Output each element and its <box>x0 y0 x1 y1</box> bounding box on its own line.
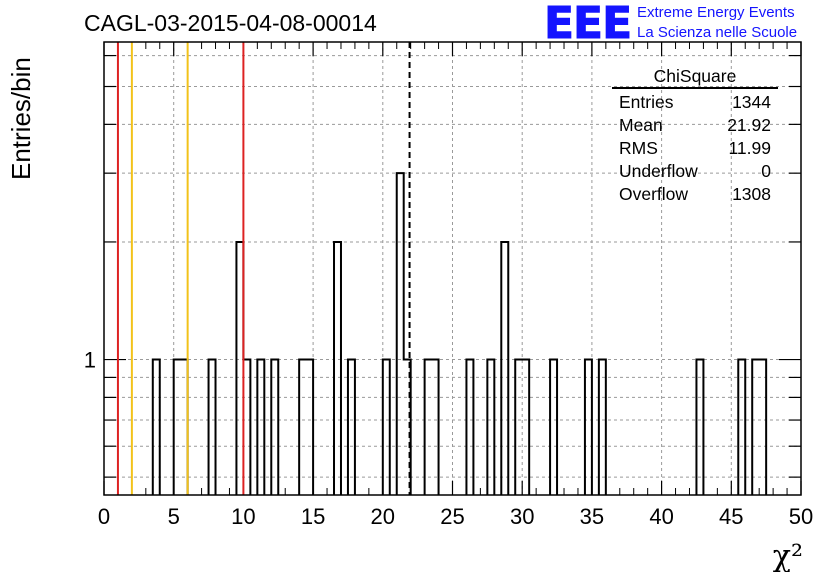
histogram-bar <box>466 360 473 495</box>
grid-lines <box>104 42 801 495</box>
histogram-bar <box>181 360 188 495</box>
x-tick-label: 35 <box>580 504 604 529</box>
stats-label: RMS <box>619 138 658 158</box>
x-tick-label: 15 <box>301 504 325 529</box>
stats-label: Entries <box>619 92 674 112</box>
histogram-bar <box>487 360 494 495</box>
plot-frame <box>103 41 802 496</box>
histogram-bar <box>153 360 160 495</box>
histogram-bar <box>696 360 703 495</box>
stats-row-overflow: Overflow 1308 <box>612 183 778 206</box>
stats-title: ChiSquare <box>612 66 778 89</box>
histogram-bar <box>599 360 606 495</box>
x-tick-labels: 0 5 10 15 20 25 30 35 40 45 50 <box>98 504 813 529</box>
stats-label: Underflow <box>619 161 698 181</box>
stats-value: 1308 <box>732 184 771 204</box>
stats-label: Mean <box>619 115 663 135</box>
histogram-outline <box>151 172 768 495</box>
logo-line-1: Extreme Energy Events <box>637 4 795 21</box>
histogram-bar <box>243 360 250 495</box>
y-axis-label: Entries/bin <box>6 57 36 180</box>
histogram-bar <box>425 360 432 495</box>
histogram-bar <box>334 242 341 495</box>
x-tick-label: 50 <box>789 504 813 529</box>
chart-title: CAGL-03-2015-04-08-00014 <box>84 10 377 36</box>
histogram-bar <box>759 360 766 495</box>
x-tick-label: 30 <box>510 504 534 529</box>
histogram-bar <box>501 242 508 495</box>
stats-value: 1344 <box>732 92 771 112</box>
x-tick-label: 20 <box>371 504 395 529</box>
histogram-bar <box>271 360 278 495</box>
stats-row-mean: Mean 21.92 <box>612 114 778 137</box>
histogram-bar <box>174 360 181 495</box>
x-axis-label: χ² <box>773 539 803 572</box>
x-tick-label: 45 <box>719 504 743 529</box>
stats-row-underflow: Underflow 0 <box>612 160 778 183</box>
histogram-bar <box>397 173 404 495</box>
stats-row-entries: Entries 1344 <box>612 91 778 114</box>
stats-value: 0 <box>761 161 771 181</box>
histogram-bars <box>151 172 768 495</box>
histogram-bar <box>550 360 557 495</box>
logo-line-2: La Scienza nelle Scuole <box>637 24 798 41</box>
histogram-bar <box>738 360 745 495</box>
histogram-bar <box>306 360 313 495</box>
x-tick-label: 40 <box>649 504 673 529</box>
histogram-bar <box>257 360 264 495</box>
histogram-bar <box>515 360 522 495</box>
histogram-bar <box>209 360 216 495</box>
x-tick-label: 10 <box>231 504 255 529</box>
stats-box: ChiSquare Entries 1344 Mean 21.92 RMS 11… <box>612 66 778 206</box>
histogram-bar <box>432 360 439 495</box>
histogram-bar <box>585 360 592 495</box>
histogram-bar <box>299 360 306 495</box>
marker-lines <box>116 42 411 495</box>
stats-row-rms: RMS 11.99 <box>612 137 778 160</box>
x-tick-label: 25 <box>440 504 464 529</box>
histogram-bar <box>236 242 243 495</box>
histogram-bar <box>348 360 355 495</box>
eee-logo: EEE <box>543 0 632 49</box>
stats-label: Overflow <box>619 184 689 204</box>
stats-value: 11.99 <box>728 138 772 158</box>
stats-value: 21.92 <box>727 115 771 135</box>
histogram-bar <box>383 360 390 495</box>
y-tick-label: 1 <box>84 348 96 373</box>
y-tick-labels: 1 <box>84 348 96 373</box>
histogram-bar <box>752 360 759 495</box>
x-tick-label: 5 <box>168 504 180 529</box>
histogram-bar <box>522 360 529 495</box>
x-tick-label: 0 <box>98 504 110 529</box>
